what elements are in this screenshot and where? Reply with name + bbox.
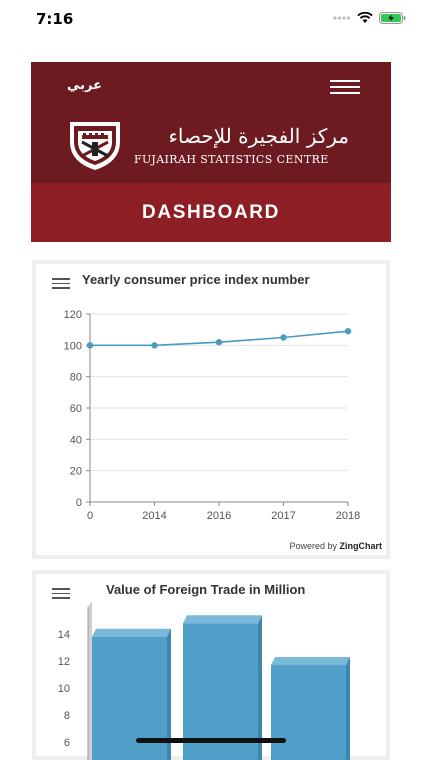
y-tick-label: 0 bbox=[76, 497, 82, 509]
data-point bbox=[86, 342, 94, 349]
cpi-chart-title: Yearly consumer price index number bbox=[82, 272, 310, 287]
fsc-logo-icon bbox=[66, 118, 124, 176]
trade-chart-title: Value of Foreign Trade in Million bbox=[106, 582, 306, 597]
org-name-arabic: مركز الفجيرة للإحصاء bbox=[168, 124, 349, 148]
x-tick-label: 2014 bbox=[142, 510, 166, 522]
site-header: عربي مركز الفجيرة للإحصاء FUJAIRAH STATI… bbox=[31, 62, 391, 183]
zingchart-brand: ZingChart bbox=[339, 541, 383, 551]
cpi-chart-menu-icon[interactable] bbox=[52, 278, 70, 290]
data-point bbox=[344, 328, 352, 335]
battery-charging-icon bbox=[379, 12, 406, 24]
cpi-line-chart: 0 20 40 60 80 100 120 0 2014 2016 2017 2018 bbox=[64, 309, 361, 522]
data-point bbox=[280, 334, 287, 341]
bar-chart-side-wall bbox=[88, 601, 92, 760]
y-tick-label: 6 bbox=[64, 737, 70, 749]
data-point bbox=[215, 339, 223, 346]
bar bbox=[183, 623, 258, 760]
y-tick-label: 10 bbox=[58, 683, 70, 695]
bar-top-face bbox=[183, 615, 262, 624]
y-tick-label: 12 bbox=[58, 656, 70, 668]
cellular-signal-icon bbox=[333, 16, 351, 20]
x-tick-label: 2016 bbox=[207, 510, 231, 522]
dashboard-banner: DASHBOARD bbox=[31, 183, 391, 242]
org-name-english: FUJAIRAH STATISTICS CENTRE bbox=[134, 153, 329, 166]
arabic-language-link[interactable]: عربي bbox=[67, 78, 103, 93]
y-tick-label: 80 bbox=[70, 372, 82, 384]
bar-side-face bbox=[346, 657, 350, 760]
y-tick-label: 8 bbox=[64, 710, 70, 722]
trade-chart-card: Value of Foreign Trade in Million 6 8 10 12… bbox=[32, 570, 390, 760]
home-indicator bbox=[136, 738, 286, 743]
y-tick-label: 100 bbox=[64, 340, 82, 352]
wifi-icon bbox=[357, 12, 373, 23]
y-tick-label: 20 bbox=[70, 466, 82, 478]
menu-button[interactable] bbox=[330, 80, 360, 96]
x-tick-label: 2017 bbox=[271, 510, 295, 522]
status-time: 7:16 bbox=[36, 10, 74, 28]
powered-by-prefix: Powered by bbox=[289, 541, 337, 551]
y-tick-label: 40 bbox=[70, 434, 82, 446]
bar-top-face bbox=[92, 628, 171, 637]
bar-side-face bbox=[258, 615, 262, 760]
status-bar: 7:16 bbox=[0, 0, 422, 44]
powered-by[interactable]: Powered by ZingChart bbox=[289, 541, 382, 551]
y-tick-label: 60 bbox=[70, 403, 82, 415]
bar bbox=[271, 665, 346, 760]
trade-chart-menu-icon[interactable] bbox=[52, 588, 70, 600]
x-tick-label: 2018 bbox=[336, 510, 360, 522]
trade-bar-chart: 6 8 10 12 14 bbox=[58, 601, 350, 760]
y-tick-label: 14 bbox=[58, 629, 70, 641]
x-tick-label: 0 bbox=[87, 510, 93, 522]
bar-top-face bbox=[271, 657, 350, 666]
y-tick-label: 120 bbox=[64, 309, 82, 321]
cpi-chart-card: Yearly consumer price index number 0 20 40… bbox=[32, 260, 390, 559]
dashboard-title: DASHBOARD bbox=[142, 201, 280, 223]
bar-side-face bbox=[167, 628, 171, 760]
data-point bbox=[151, 342, 158, 349]
status-icons bbox=[333, 12, 406, 24]
